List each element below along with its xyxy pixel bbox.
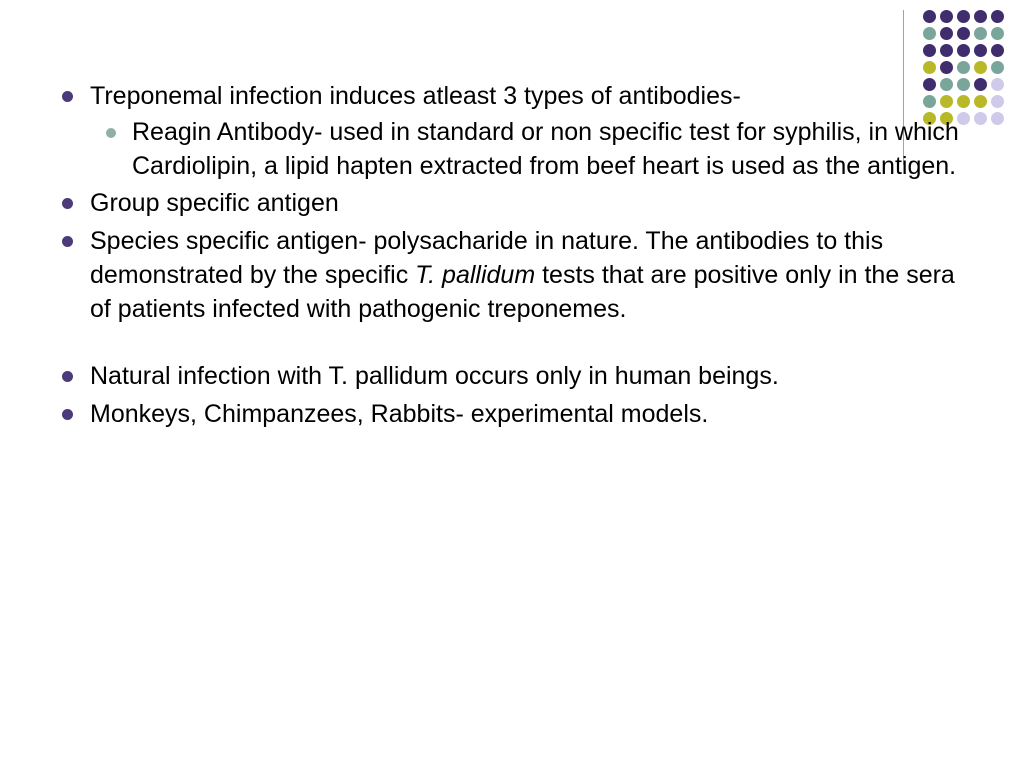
decoration-dot [991, 112, 1004, 125]
decoration-dot [991, 95, 1004, 108]
decoration-dot [991, 10, 1004, 23]
list-item-text: Group specific antigen [90, 189, 339, 217]
sub-list-item-text: Reagin Antibody- used in standard or non… [132, 118, 959, 180]
list-item-text-italic: T. pallidum [415, 261, 535, 289]
spacer [50, 330, 974, 360]
decoration-dot [957, 10, 970, 23]
decoration-dot [991, 44, 1004, 57]
slide: Treponemal infection induces atleast 3 t… [0, 0, 1024, 768]
decoration-dot [974, 61, 987, 74]
sub-list: Reagin Antibody- used in standard or non… [90, 116, 974, 184]
dot-row [923, 61, 1004, 74]
decoration-dot [991, 61, 1004, 74]
decoration-dot [957, 44, 970, 57]
decoration-dot [974, 27, 987, 40]
decoration-dot [974, 112, 987, 125]
list-item-text: Monkeys, Chimpanzees, Rabbits- experimen… [90, 400, 708, 428]
decoration-dot [940, 61, 953, 74]
decoration-dot [940, 10, 953, 23]
decoration-dot [957, 61, 970, 74]
list-item: Monkeys, Chimpanzees, Rabbits- experimen… [90, 398, 974, 432]
decoration-dot [957, 27, 970, 40]
decoration-dot [940, 44, 953, 57]
dot-row [923, 27, 1004, 40]
list-item: Treponemal infection induces atleast 3 t… [90, 80, 974, 183]
list-item: Group specific antigen [90, 187, 974, 221]
decoration-dot [940, 27, 953, 40]
decoration-dot [923, 44, 936, 57]
dot-row [923, 44, 1004, 57]
bullet-list: Natural infection with T. pallidum occur… [50, 360, 974, 432]
decoration-dot [974, 10, 987, 23]
list-item-text: Natural infection with T. pallidum occur… [90, 362, 779, 390]
decoration-dot [974, 95, 987, 108]
list-item-text: Treponemal infection induces atleast 3 t… [90, 82, 741, 110]
decoration-dot [991, 27, 1004, 40]
decoration-dot [991, 78, 1004, 91]
decoration-dot [923, 27, 936, 40]
bullet-list: Treponemal infection induces atleast 3 t… [50, 80, 974, 326]
decoration-dot [923, 61, 936, 74]
list-item: Natural infection with T. pallidum occur… [90, 360, 974, 394]
dot-row [923, 10, 1004, 23]
sub-list-item: Reagin Antibody- used in standard or non… [132, 116, 974, 184]
decoration-dot [923, 10, 936, 23]
list-item: Species specific antigen- polysacharide … [90, 225, 974, 326]
decoration-dot [974, 44, 987, 57]
decoration-dot [974, 78, 987, 91]
